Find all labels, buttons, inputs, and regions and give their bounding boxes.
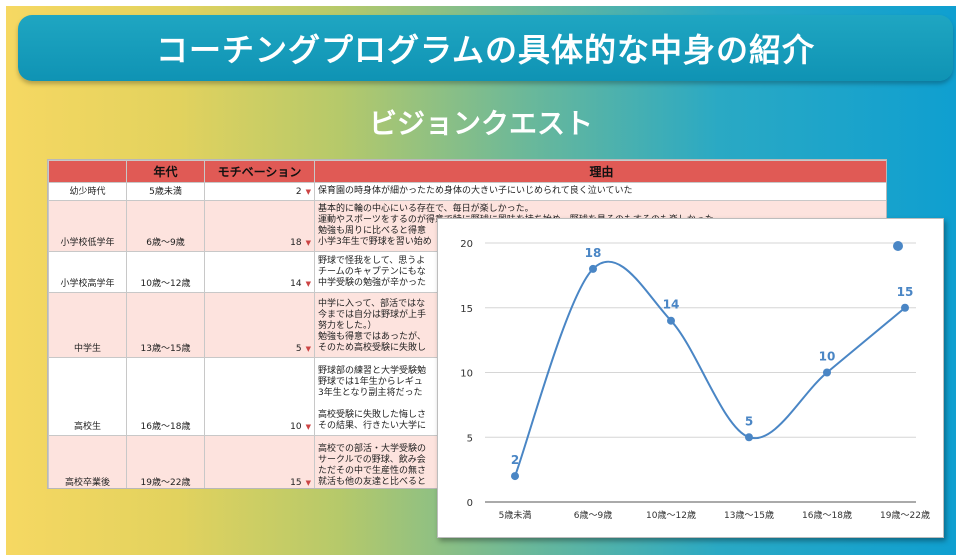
data-label: 10 [819, 350, 836, 364]
reason-line: 中学に入って、部活ではな [318, 299, 426, 309]
dropdown-arrow-icon[interactable]: ▼ [305, 479, 311, 487]
motivation-cell[interactable]: 15 ▼ [204, 435, 315, 488]
data-label: 18 [585, 246, 602, 260]
reason-line: ただその中で生産性の無さ [318, 466, 427, 476]
data-point [511, 472, 519, 481]
reason-line: 今までは自分は野球が上手 [318, 310, 427, 320]
table-header-row: 年代 モチベーション 理由 [48, 160, 886, 183]
data-label: 2 [511, 453, 519, 467]
motivation-value: 5 [295, 344, 302, 354]
reason-line: そのため高校受験に失敗し [318, 343, 427, 353]
dropdown-arrow-icon[interactable]: ▼ [305, 239, 311, 247]
motivation-cell[interactable]: 5 ▼ [204, 292, 315, 358]
x-tick-label: 10歳〜12歳 [646, 509, 696, 521]
motivation-value: 18 [290, 238, 302, 248]
x-tick-label: 19歳〜22歳 [880, 509, 930, 521]
reason-line: 勉強も周りに比べると得意 [318, 226, 427, 236]
reason-line: 高校受験に失敗した悔しさ [318, 410, 427, 420]
reason-line: チームのキャプテンにもな [318, 267, 426, 277]
y-tick-label: 20 [460, 239, 473, 250]
age-cell[interactable]: 16歳〜18歳 [126, 357, 205, 436]
header-cell-age: 年代 [126, 160, 205, 183]
reason-line: 基本的に輪の中心にいる存在で、毎日が楽しかった。 [318, 204, 534, 214]
period-cell[interactable]: 高校卒業後 [48, 435, 127, 488]
motivation-cell[interactable]: 2 ▼ [204, 182, 315, 201]
y-tick-label: 0 [467, 498, 473, 509]
reason-cell[interactable]: 保育園の時身体が細かったため身体の大きい子にいじめられて良く泣いていた [314, 182, 886, 201]
x-tick-label: 16歳〜18歳 [802, 509, 852, 521]
age-cell[interactable]: 10歳〜12歳 [126, 251, 205, 293]
table-row: 幼少時代 5歳未満 2 ▼ 保育園の時身体が細かったため身体の大きい子にいじめられて良く… [48, 182, 886, 201]
y-tick-label: 5 [467, 433, 473, 444]
age-cell[interactable]: 6歳〜9歳 [126, 200, 205, 252]
motivation-cell[interactable]: 18 ▼ [204, 200, 315, 252]
age-cell[interactable]: 19歳〜22歳 [126, 435, 205, 488]
data-point [823, 368, 831, 377]
age-cell[interactable]: 5歳未満 [126, 182, 205, 201]
chart-svg: 0 5 10 15 20 5歳未満 6歳〜9歳 10歳〜12歳 13歳〜15歳 16歳〜18歳 19… [460, 239, 930, 521]
data-label: 15 [897, 285, 914, 299]
x-tick-label: 5歳未満 [499, 509, 532, 521]
y-tick-label: 15 [460, 304, 473, 315]
reason-line: 高校での部活・大学受験の [318, 444, 427, 454]
y-tick-label: 10 [460, 369, 473, 380]
line-chart[interactable]: 0 5 10 15 20 5歳未満 6歳〜9歳 10歳〜12歳 13歳〜15歳 16歳〜18歳 19… [437, 218, 944, 538]
dropdown-arrow-icon[interactable]: ▼ [305, 280, 311, 288]
dropdown-arrow-icon[interactable]: ▼ [305, 188, 311, 196]
slide-title: コーチングプログラムの具体的な中身の紹介 [155, 31, 816, 69]
slide: コーチングプログラムの具体的な中身の紹介 ビジョンクエスト 年代 モチベーション… [6, 6, 956, 555]
data-point [667, 316, 675, 325]
series-line [514, 260, 906, 477]
data-point [589, 264, 597, 273]
reason-line: 3年生となり副主将だった [318, 388, 423, 398]
reason-line: 保育園の時身体が細かったため身体の大きい子にいじめられて良く泣いていた [318, 186, 633, 196]
motivation-cell[interactable]: 10 ▼ [204, 357, 315, 436]
data-point [901, 303, 909, 312]
period-cell[interactable]: 高校生 [48, 357, 127, 436]
reason-line: 野球で怪我をして、思うよ [318, 256, 426, 266]
header-cell-motivation: モチベーション [204, 160, 315, 183]
reason-line: サークルでの野球、飲み会 [318, 455, 426, 465]
period-cell[interactable]: 幼少時代 [48, 182, 127, 201]
legend-marker [893, 241, 903, 251]
data-label: 5 [745, 414, 753, 428]
period-cell[interactable]: 小学校低学年 [48, 200, 127, 252]
slide-subtitle: ビジョンクエスト [368, 107, 593, 140]
motivation-value: 10 [290, 422, 302, 432]
period-cell[interactable]: 中学生 [48, 292, 127, 358]
motivation-value: 14 [290, 279, 302, 289]
dropdown-arrow-icon[interactable]: ▼ [305, 345, 311, 353]
motivation-cell[interactable]: 14 ▼ [204, 251, 315, 293]
header-cell [48, 160, 127, 183]
data-point [745, 433, 753, 442]
reason-line: 就活も他の友達と比べると [318, 477, 427, 487]
dropdown-arrow-icon[interactable]: ▼ [305, 423, 311, 431]
header-cell-reason: 理由 [314, 160, 886, 183]
motivation-value: 2 [295, 187, 302, 197]
reason-line: 中学受験の勉強が辛かった [318, 278, 427, 288]
title-banner: コーチングプログラムの具体的な中身の紹介 [18, 15, 953, 81]
reason-line: 野球部の練習と大学受験勉 [318, 366, 427, 376]
motivation-value: 15 [290, 478, 302, 488]
reason-line: 野球では1年生からレギュ [318, 377, 423, 387]
reason-line: 努力をした。） [318, 321, 377, 331]
reason-line: その結果、行きたい大学に [318, 421, 427, 431]
x-tick-label: 13歳〜15歳 [724, 509, 774, 521]
x-tick-label: 6歳〜9歳 [574, 509, 612, 521]
period-cell[interactable]: 小学校高学年 [48, 251, 127, 293]
data-label: 14 [663, 298, 680, 312]
age-cell[interactable]: 13歳〜15歳 [126, 292, 205, 358]
reason-line: 小学3年生で野球を習い始め [318, 237, 432, 247]
reason-line: 勉強も得意ではあったが、 [318, 332, 426, 342]
